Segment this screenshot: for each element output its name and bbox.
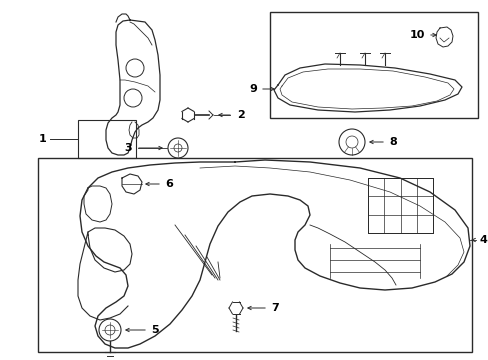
Text: 8: 8 [388,137,396,147]
Bar [38,158,471,352]
Text: 4: 4 [478,235,486,245]
Bar [78,120,136,158]
Text: 3: 3 [124,143,132,153]
Text: 5: 5 [151,325,158,335]
Text: 2: 2 [237,110,244,120]
Text: 9: 9 [248,84,257,94]
Text: 1: 1 [38,134,46,144]
Text: 6: 6 [164,179,173,189]
Bar [269,12,477,118]
Bar [367,178,432,233]
Text: 10: 10 [409,30,424,40]
Text: 7: 7 [270,303,278,313]
